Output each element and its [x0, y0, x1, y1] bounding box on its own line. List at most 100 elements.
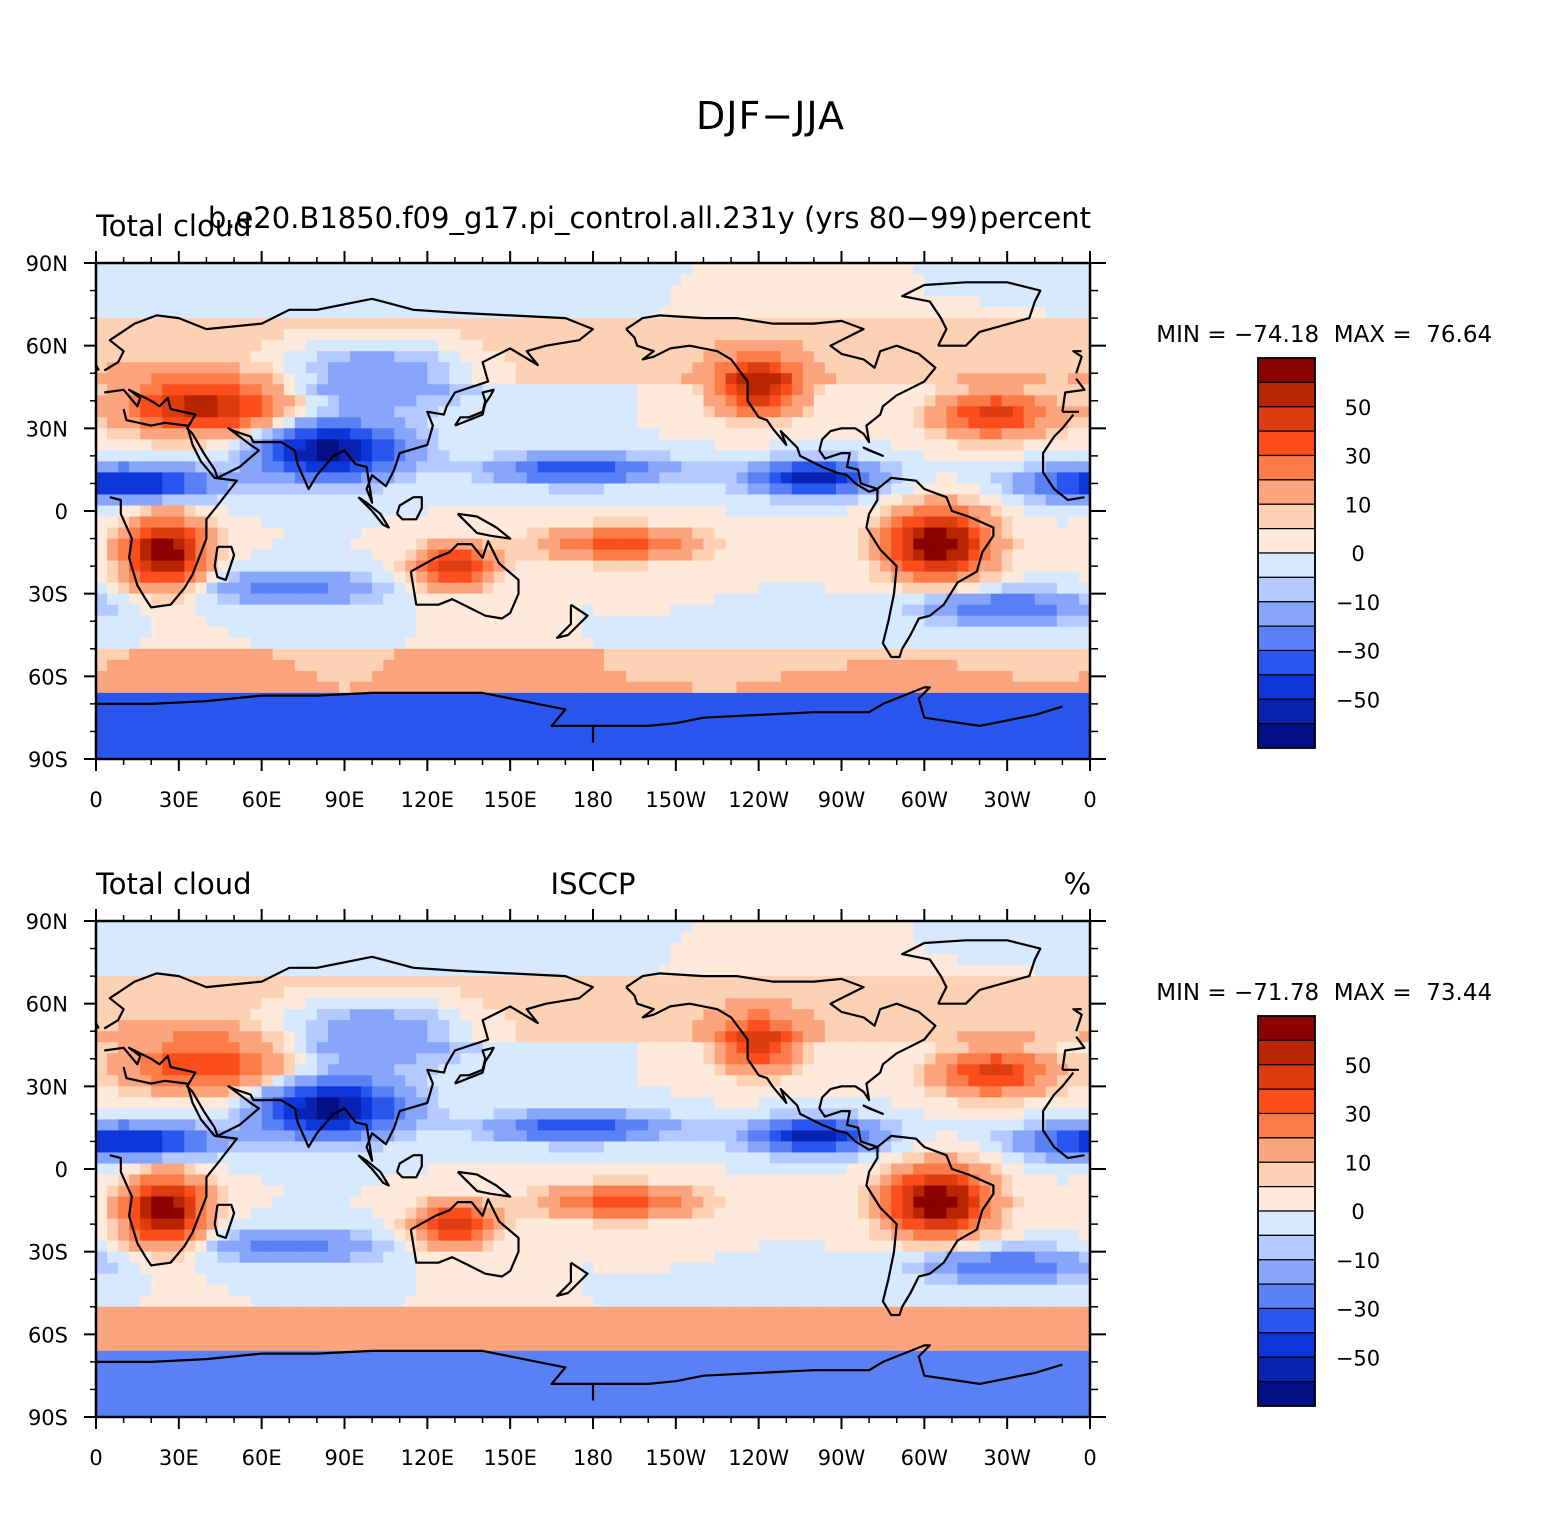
field-cell [902, 998, 914, 1010]
field-cell [118, 681, 130, 694]
field-cell [107, 725, 119, 738]
field-cell [736, 461, 749, 474]
field-cell [449, 626, 462, 639]
field-cell [107, 494, 119, 507]
field-cell [1001, 725, 1014, 738]
field-cell [869, 714, 881, 727]
field-cell [405, 351, 417, 363]
field-cell [261, 461, 274, 474]
field-cell [140, 417, 152, 429]
field-cell [835, 296, 848, 308]
field-cell [151, 395, 163, 407]
field-cell [195, 998, 208, 1010]
field-cell [1078, 329, 1090, 341]
field-cell [239, 637, 252, 650]
field-cell [924, 516, 936, 529]
field-cell [659, 461, 671, 474]
field-cell [670, 593, 682, 606]
field-cell [813, 285, 826, 297]
field-cell [736, 362, 749, 374]
field-cell [615, 582, 627, 595]
field-cell [118, 340, 130, 352]
field-cell [173, 362, 185, 374]
field-cell [979, 549, 992, 562]
field-cell [957, 494, 970, 507]
field-cell [350, 725, 362, 738]
field-cell [305, 626, 318, 639]
field-cell [107, 615, 119, 628]
field-cell [449, 274, 462, 286]
field-cell [548, 472, 561, 485]
field-cell [780, 659, 793, 672]
field-cell [195, 604, 208, 617]
field-cell [692, 681, 705, 694]
field-cell [858, 527, 870, 540]
field-cell [272, 648, 285, 661]
field-cell [1067, 351, 1080, 363]
field-cell [107, 428, 119, 440]
field-cell [449, 549, 462, 562]
field-cell [946, 285, 959, 297]
field-cell [173, 921, 185, 933]
field-cell [1045, 604, 1058, 617]
field-cell [471, 373, 484, 385]
field-cell [626, 659, 638, 672]
field-cell [957, 483, 970, 496]
field-cell [747, 263, 760, 275]
field-cell [626, 571, 638, 584]
field-cell [648, 318, 660, 330]
field-cell [283, 681, 296, 694]
field-cell [1056, 516, 1069, 529]
field-cell [283, 593, 296, 606]
field-cell [979, 725, 992, 738]
field-cell [350, 637, 362, 650]
field-cell [626, 494, 638, 507]
field-cell [129, 637, 141, 650]
field-cell [559, 943, 572, 955]
field-cell [880, 932, 892, 944]
field-cell [1001, 263, 1014, 275]
field-cell [957, 285, 970, 297]
field-cell [593, 648, 605, 661]
field-cell [250, 505, 263, 518]
field-cell [405, 725, 417, 738]
field-cell [581, 417, 594, 429]
field-cell [780, 494, 793, 507]
field-cell [327, 593, 340, 606]
field-cell [361, 395, 373, 407]
field-cell [692, 285, 705, 297]
field-cell [184, 582, 196, 595]
field-cell [526, 626, 539, 639]
field-cell [736, 560, 749, 573]
field-cell [913, 263, 925, 275]
field-cell [604, 987, 616, 999]
field-cell [405, 428, 417, 440]
field-cell [604, 615, 616, 628]
field-cell [747, 384, 760, 396]
field-cell [802, 615, 815, 628]
field-cell [813, 692, 826, 705]
field-cell [935, 373, 948, 385]
field-cell [714, 406, 727, 418]
field-cell [780, 615, 793, 628]
field-cell [990, 626, 1003, 639]
field-cell [626, 593, 638, 606]
field-cell [769, 527, 782, 540]
field-cell [957, 560, 970, 573]
field-cell [1012, 395, 1025, 407]
field-cell [1023, 406, 1036, 418]
field-cell [394, 560, 406, 573]
field-cell [460, 274, 473, 286]
field-cell [858, 965, 870, 977]
field-cell [780, 736, 793, 749]
field-cell [769, 384, 782, 396]
field-cell [283, 505, 296, 518]
field-cell [173, 439, 185, 451]
field-cell [935, 406, 948, 418]
field-cell [471, 362, 484, 374]
field-cell [427, 637, 439, 650]
field-cell [272, 384, 285, 396]
field-cell [151, 318, 163, 330]
field-cell [957, 263, 970, 275]
field-cell [394, 593, 406, 606]
